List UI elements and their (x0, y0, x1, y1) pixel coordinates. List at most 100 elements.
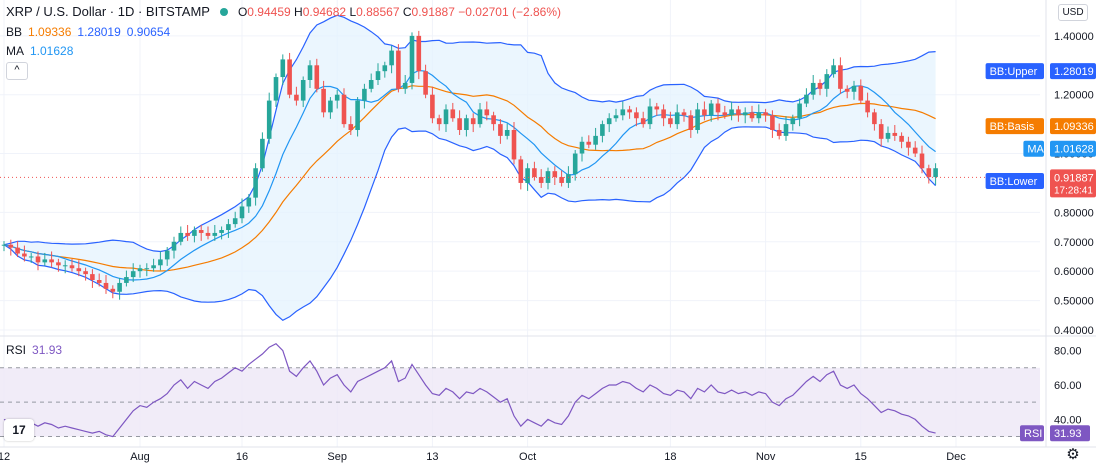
candle-body[interactable] (130, 271, 136, 278)
candle-body[interactable] (287, 59, 292, 95)
candle-body[interactable] (566, 174, 571, 183)
candle-body[interactable] (640, 118, 646, 125)
candle-body[interactable] (756, 112, 762, 119)
candle-body[interactable] (572, 153, 578, 175)
candle-body[interactable] (702, 109, 707, 116)
candle-body[interactable] (103, 282, 109, 289)
candle-body[interactable] (620, 109, 626, 116)
candle-body[interactable] (838, 65, 843, 89)
candle-body[interactable] (477, 109, 483, 125)
candle-body[interactable] (28, 256, 34, 258)
candle-body[interactable] (409, 35, 415, 83)
candle-body[interactable] (307, 65, 313, 80)
candle-body[interactable] (192, 230, 197, 236)
candle-body[interactable] (933, 168, 938, 178)
candle-body[interactable] (498, 124, 503, 136)
candle-body[interactable] (457, 118, 462, 130)
candle-body[interactable] (260, 138, 265, 169)
candle-body[interactable] (402, 82, 408, 89)
candle-body[interactable] (239, 206, 245, 219)
candle-body[interactable] (117, 282, 122, 292)
candle-body[interactable] (736, 109, 741, 116)
candle-body[interactable] (885, 132, 891, 139)
candle-body[interactable] (851, 85, 857, 92)
candle-body[interactable] (878, 124, 884, 139)
candle-body[interactable] (647, 106, 653, 125)
candle-body[interactable] (776, 130, 782, 136)
candle-body[interactable] (294, 94, 299, 101)
candle-body[interactable] (416, 35, 422, 72)
candle-body[interactable] (906, 141, 911, 148)
candle-body[interactable] (654, 106, 660, 110)
rsi-legend[interactable]: RSI 31.93 (6, 343, 62, 357)
candle-body[interactable] (90, 274, 95, 280)
candle-body[interactable] (76, 268, 82, 272)
candle-body[interactable] (396, 50, 401, 89)
candle-body[interactable] (484, 109, 490, 116)
candle-body[interactable] (96, 280, 102, 283)
candle-body[interactable] (899, 135, 904, 142)
candle-body[interactable] (382, 65, 388, 72)
candle-body[interactable] (137, 268, 143, 272)
candle-body[interactable] (688, 115, 694, 130)
bb-upper-line[interactable] (3, 14, 936, 253)
candle-body[interactable] (627, 109, 632, 113)
candle-body[interactable] (892, 132, 898, 136)
candle-body[interactable] (42, 259, 48, 263)
candle-body[interactable] (300, 80, 306, 101)
ma-line[interactable] (3, 69, 936, 281)
candle-body[interactable] (144, 268, 150, 270)
candle-body[interactable] (729, 109, 734, 116)
candle-body[interactable] (334, 94, 340, 101)
candle-body[interactable] (158, 259, 163, 266)
candle-body[interactable] (552, 171, 558, 178)
candle-body[interactable] (164, 250, 170, 260)
candle-body[interactable] (450, 109, 456, 119)
candle-body[interactable] (912, 147, 918, 154)
candle-body[interactable] (844, 88, 850, 92)
candle-body[interactable] (1, 244, 7, 246)
candle-body[interactable] (586, 141, 592, 145)
candle-body[interactable] (171, 241, 177, 251)
candle-body[interactable] (212, 232, 218, 236)
candle-body[interactable] (423, 71, 428, 95)
candle-body[interactable] (35, 256, 41, 263)
candle-body[interactable] (362, 88, 367, 101)
candle-body[interactable] (83, 271, 88, 275)
candle-body[interactable] (314, 65, 320, 89)
gear-icon[interactable]: ⚙ (1066, 446, 1080, 463)
rsi-line[interactable] (3, 342, 936, 438)
candle-body[interactable] (858, 85, 864, 101)
candle-body[interactable] (389, 50, 394, 66)
candle-body[interactable] (49, 259, 54, 263)
candle-body[interactable] (185, 232, 190, 236)
candle-body[interactable] (464, 118, 469, 130)
candle-body[interactable] (559, 177, 564, 183)
candle-body[interactable] (8, 244, 14, 248)
candle-body[interactable] (69, 265, 75, 269)
currency-selector[interactable]: USD (1058, 4, 1088, 21)
candle-body[interactable] (600, 124, 605, 136)
candle-body[interactable] (681, 112, 687, 116)
candle-body[interactable] (824, 74, 830, 89)
candle-body[interactable] (368, 80, 374, 89)
candle-body[interactable] (926, 168, 932, 178)
candle-body[interactable] (22, 253, 27, 257)
bb-legend[interactable]: BB 1.09336 1.28019 0.90654 (6, 25, 170, 39)
candle-body[interactable] (518, 159, 524, 183)
candle-body[interactable] (708, 103, 714, 116)
candle-body[interactable] (525, 168, 530, 183)
candle-body[interactable] (355, 100, 360, 130)
candle-body[interactable] (15, 247, 20, 254)
candle-body[interactable] (328, 100, 333, 113)
candle-body[interactable] (763, 112, 768, 116)
candle-body[interactable] (266, 100, 272, 139)
candle-body[interactable] (246, 197, 252, 207)
candle-body[interactable] (613, 115, 619, 119)
candle-body[interactable] (470, 118, 476, 125)
candle-body[interactable] (219, 230, 224, 233)
ma-legend[interactable]: MA 1.01628 (6, 44, 73, 58)
candle-body[interactable] (668, 118, 673, 125)
tradingview-logo-icon[interactable]: 17 (4, 419, 34, 441)
